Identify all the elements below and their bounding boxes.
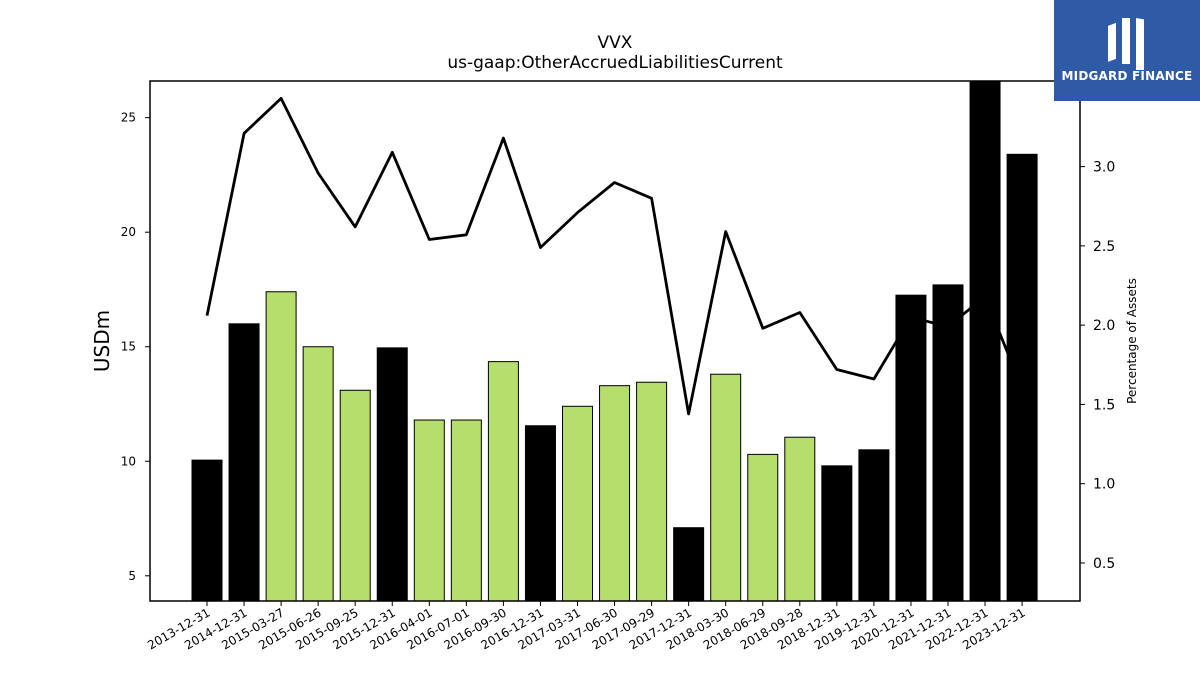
bar-2015-06-26 <box>302 346 334 602</box>
line-group <box>205 97 1024 416</box>
bar-2015-09-25 <box>339 389 371 602</box>
bar-2018-09-28 <box>784 436 816 602</box>
bar-2018-06-29 <box>747 453 779 602</box>
bar-2017-09-29 <box>636 381 668 602</box>
bar-2013-12-31 <box>191 459 223 602</box>
logo-mark-icon <box>1108 17 1144 70</box>
bar-2021-12-31 <box>932 284 964 602</box>
y2-tick-label: 3.0 <box>1093 160 1115 176</box>
bar-2016-09-30 <box>487 361 519 602</box>
bar-2017-12-31 <box>673 527 705 602</box>
bar-2019-12-31 <box>858 449 890 602</box>
y2-tick-label: 0.5 <box>1093 556 1115 572</box>
bar-2015-12-31 <box>376 347 408 602</box>
bar-2015-03-27 <box>265 291 297 602</box>
x-axis: 2013-12-312014-12-312015-03-272015-06-26… <box>145 601 1028 652</box>
bar-2016-04-01 <box>413 419 445 602</box>
y2-axis-label: Percentage of Assets <box>1125 278 1139 404</box>
bar-2014-12-31 <box>228 323 260 602</box>
y2-tick-label: 1.0 <box>1093 477 1115 493</box>
y-tick-label: 10 <box>121 454 136 468</box>
logo-text: MIDGARD FINANCE <box>1061 69 1193 83</box>
chart-title: VVX <box>598 33 633 53</box>
percentage-line <box>205 97 1024 416</box>
y-tick-label: 15 <box>121 340 136 354</box>
bars-group <box>191 80 1038 602</box>
bar-2022-12-31 <box>969 80 1001 602</box>
y-tick-label: 25 <box>121 111 136 125</box>
y-axis-left: 5 10 15 20 25 <box>121 111 150 583</box>
bar-2016-12-31 <box>524 425 556 602</box>
bar-2018-12-31 <box>821 465 853 602</box>
y-tick-label: 5 <box>128 569 136 583</box>
y-axis-right: 0.5 1.0 1.5 2.0 2.5 3.0 <box>1080 160 1115 572</box>
brand-logo: MIDGARD FINANCE <box>1054 0 1200 101</box>
bar-2017-06-30 <box>599 385 631 602</box>
y2-tick-label: 1.5 <box>1093 397 1115 413</box>
bar-2018-03-30 <box>710 373 742 602</box>
bar-2016-07-01 <box>450 419 482 602</box>
bar-2017-03-31 <box>562 405 593 602</box>
bar-2020-12-31 <box>895 294 927 602</box>
y2-tick-label: 2.0 <box>1093 318 1115 334</box>
y-tick-label: 20 <box>121 225 136 239</box>
y-axis-label: USDm <box>90 310 114 372</box>
y2-tick-label: 2.5 <box>1093 239 1115 255</box>
bar-2023-12-31 <box>1006 153 1038 602</box>
chart-subtitle: us-gaap:OtherAccruedLiabilitiesCurrent <box>447 53 783 73</box>
